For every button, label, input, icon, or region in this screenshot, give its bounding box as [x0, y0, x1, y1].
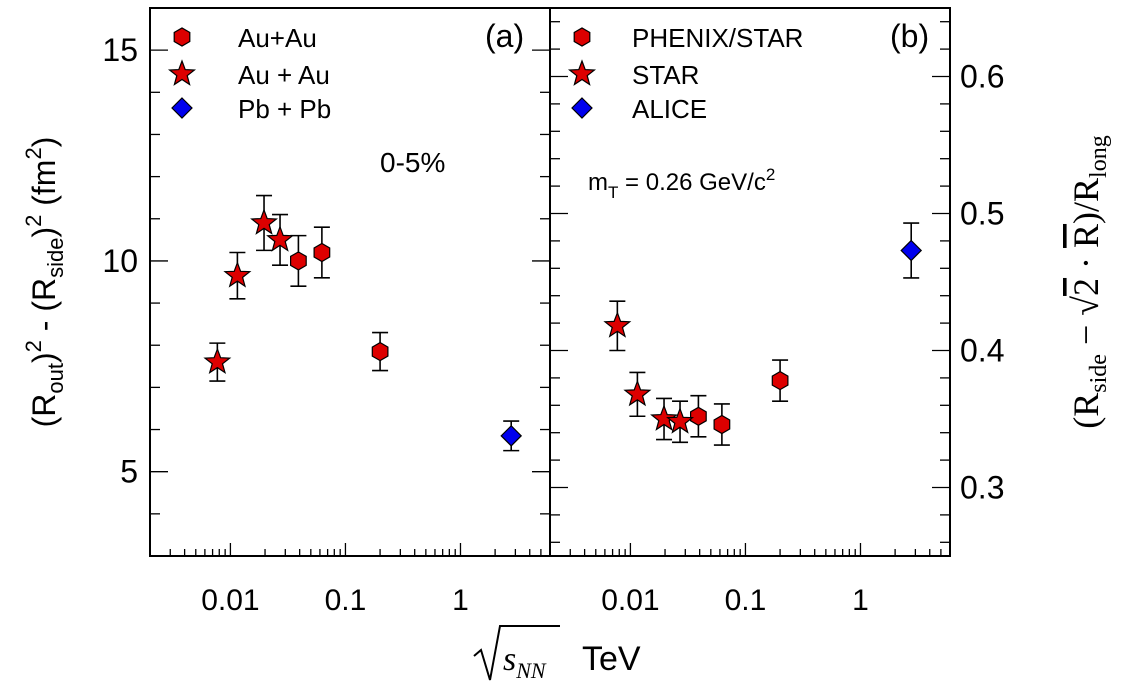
- legend-marker-diamond: [571, 97, 593, 119]
- data-point-star: [203, 347, 232, 374]
- panel-a-label: (a): [485, 18, 524, 54]
- data-point-star: [623, 379, 652, 407]
- ylabel-b-close: )/R: [1066, 178, 1106, 224]
- legend-label: ALICE: [632, 94, 707, 124]
- legend-label: Au+Au: [238, 23, 317, 53]
- data-point-diamond: [500, 425, 523, 447]
- ylabel-b-sqrt-sign: √: [1066, 296, 1106, 316]
- data-point-star: [666, 406, 695, 434]
- x-tick-label: 0.01: [201, 584, 259, 617]
- x-axis-s: s: [503, 641, 516, 678]
- sqrt-sign-icon: [473, 625, 560, 681]
- legends: Au+Au Au + Au Pb + Pb PHENIX/STAR STAR ALICE: [167, 23, 803, 124]
- x-tick-label: 1: [452, 584, 469, 617]
- x-tick-label: 0.01: [601, 584, 659, 617]
- legend-marker-hexagon: [173, 27, 191, 47]
- legend-marker-diamond: [171, 97, 193, 119]
- axis-ticks: [149, 7, 951, 557]
- mt-annotation: mT = 0.26 GeV/c2: [588, 165, 775, 202]
- ylabel-a-minus: - (R: [26, 278, 62, 340]
- ylabel-a-mid: ): [26, 352, 62, 363]
- panel-a-frame: [149, 7, 551, 557]
- y-tick-label: 0.6: [960, 59, 1004, 95]
- legend-marker-star: [167, 59, 197, 86]
- legend-marker-star: [567, 59, 597, 86]
- x-tick-label: 0.1: [725, 584, 767, 617]
- legend-label: Pb + Pb: [238, 94, 331, 124]
- ylabel-a-sq1: 2: [21, 340, 46, 352]
- ylabel-b-long: long: [1086, 135, 1112, 178]
- x-tick-label: 0.1: [325, 584, 367, 617]
- y-tick-label: 0.5: [960, 196, 1004, 232]
- y-tick-label: 0.4: [960, 333, 1004, 369]
- data-point-star: [603, 311, 632, 338]
- mt-annotation-mid: = 0.26 GeV/c: [618, 169, 765, 196]
- ylabel-b-rbar: R: [1066, 224, 1106, 248]
- ylabel-a-unit: (fm: [26, 160, 62, 215]
- legend-label: PHENIX/STAR: [632, 23, 803, 53]
- svg-text:(Rout)2 - (Rside)2 (fm2): (Rout)2 - (Rside)2 (fm2): [21, 137, 68, 428]
- ylabel-a-out: out: [43, 363, 68, 394]
- mt-annotation-sub: T: [608, 183, 618, 202]
- ylabel-b-sqrt2: 2: [1066, 278, 1106, 296]
- data-point-hexagon: [713, 414, 731, 435]
- x-axis-sqrt-s: sNN: [503, 641, 547, 683]
- data-point-star: [650, 404, 679, 431]
- data-point-hexagon: [771, 370, 789, 391]
- mt-annotation-m: m: [588, 169, 608, 196]
- y-axis-label-b: (Rside − √2 · R)/Rlong: [1066, 135, 1112, 428]
- ylabel-a-close: ): [26, 227, 62, 238]
- ylabel-a-unit-sq: 2: [21, 147, 46, 159]
- x-tick-label: 1: [852, 584, 869, 617]
- data-point-star: [266, 225, 295, 252]
- data-point-hexagon: [371, 341, 389, 362]
- centrality-annotation: 0-5%: [380, 147, 445, 178]
- panel-b-frame: [549, 7, 951, 557]
- data-point-hexagon: [689, 406, 707, 426]
- y-tick-label: 15: [102, 32, 138, 68]
- y-tick-label: 5: [120, 454, 138, 490]
- data-point-star: [250, 208, 279, 235]
- legend-label: Au + Au: [238, 60, 330, 90]
- y-tick-label: 0.3: [960, 470, 1004, 506]
- data-point-star: [223, 260, 252, 288]
- x-axis-nn: NN: [515, 658, 547, 683]
- ylabel-a-open: (R: [26, 394, 62, 428]
- ylabel-b-minus: −: [1066, 316, 1106, 354]
- data-point-hexagon: [290, 251, 307, 271]
- x-axis-unit: TeV: [582, 640, 641, 678]
- ylabel-b-side: side: [1086, 354, 1112, 393]
- legend-marker-hexagon: [573, 27, 591, 47]
- data-markers: [203, 194, 923, 452]
- ylabel-b-open: (R: [1066, 393, 1106, 429]
- ylabel-a-sq2: 2: [21, 215, 46, 227]
- y-axis-label-a: (Rout)2 - (Rside)2 (fm2): [21, 137, 68, 428]
- panel-b-label: (b): [890, 18, 929, 54]
- svg-text:(Rside − √2 · R)/Rlong: (Rside − √2 · R)/Rlong: [1066, 135, 1112, 428]
- x-axis-label: sNN TeV: [473, 625, 641, 683]
- ylabel-b-dot: ·: [1066, 248, 1106, 278]
- ylabel-a-unit-close: ): [26, 137, 62, 148]
- legend-label: STAR: [632, 60, 699, 90]
- data-point-hexagon: [313, 242, 331, 263]
- y-tick-label: 10: [102, 243, 138, 279]
- ylabel-a-side: side: [43, 238, 68, 278]
- data-point-diamond: [900, 239, 923, 262]
- mt-annotation-sup: 2: [766, 165, 775, 184]
